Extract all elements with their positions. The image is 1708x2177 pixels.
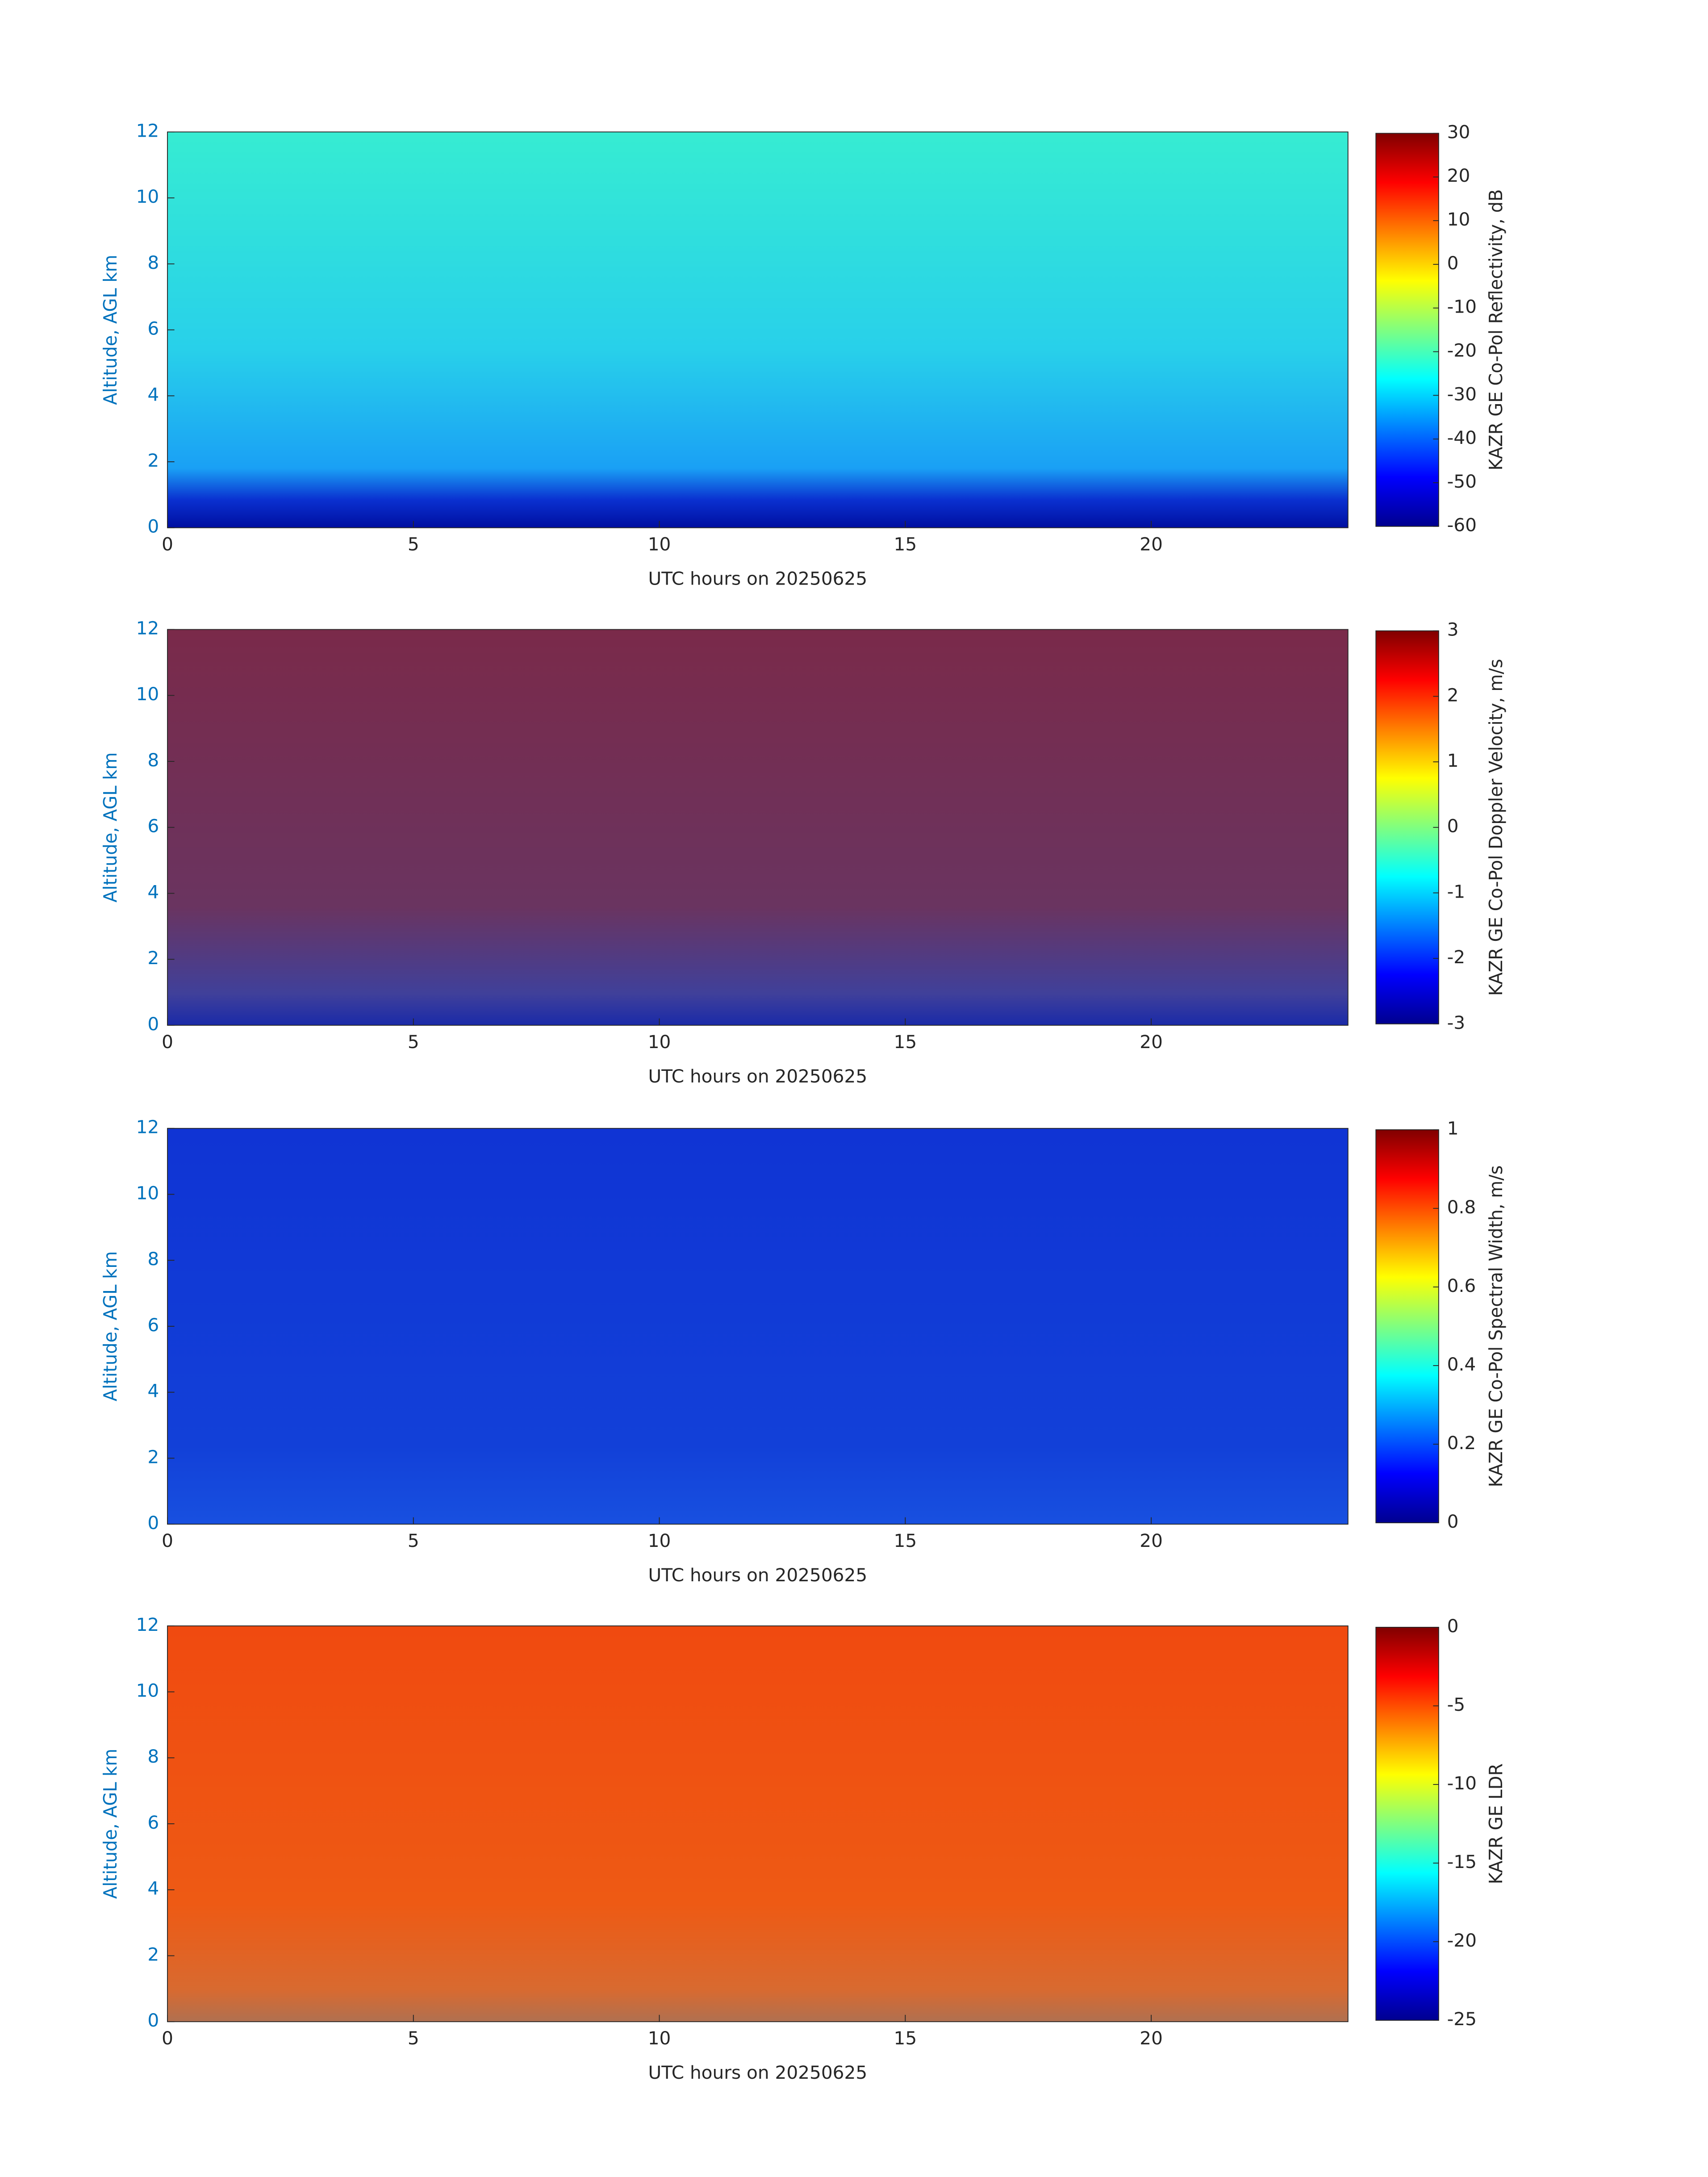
y-tick-label: 6 [147, 318, 159, 339]
x-tick-label: 0 [162, 1032, 173, 1053]
colorbar [1375, 133, 1439, 527]
field [167, 132, 1348, 528]
colorbar-tick-label: -40 [1447, 427, 1477, 448]
x-tick-label: 10 [648, 1032, 671, 1053]
x-tick-label: 0 [162, 2028, 173, 2049]
colorbar-tick-label: -15 [1447, 1851, 1477, 1872]
y-tick-label: 0 [147, 2010, 159, 2031]
colorbar-tick-label: 1 [1447, 750, 1459, 771]
y-tick-label: 2 [147, 1447, 159, 1468]
colorbar-tick-label: -3 [1447, 1012, 1465, 1033]
colorbar-tick-label: 0.8 [1447, 1197, 1476, 1218]
x-tick-label: 20 [1140, 1530, 1163, 1551]
x-axis-label: UTC hours on 20250625 [648, 568, 868, 589]
colorbar [1375, 1627, 1439, 2021]
x-tick-label: 15 [894, 534, 917, 555]
y-tick-label: 2 [147, 948, 159, 969]
y-tick-label: 8 [147, 750, 159, 771]
y-axis-label: Altitude, AGL km [100, 752, 121, 903]
colorbar-tick-label: 2 [1447, 685, 1459, 706]
x-tick-label: 0 [162, 534, 173, 555]
colorbar-label: KAZR GE Co-Pol Reflectivity, dB [1486, 189, 1507, 471]
colorbar-tick-label: -10 [1447, 297, 1477, 318]
colorbar-tick-label: -5 [1447, 1694, 1465, 1715]
colorbar [1375, 1129, 1439, 1523]
y-tick-label: 6 [147, 1315, 159, 1336]
y-tick-label: 2 [147, 1944, 159, 1965]
colorbar-tick-label: 0.2 [1447, 1433, 1476, 1454]
field [167, 629, 1348, 1025]
colorbar-tick-label: -30 [1447, 384, 1477, 405]
y-tick-label: 0 [147, 1014, 159, 1035]
x-tick-label: 5 [408, 1032, 419, 1053]
y-tick-label: 0 [147, 1513, 159, 1534]
x-tick-label: 20 [1140, 2028, 1163, 2049]
y-tick-label: 6 [147, 816, 159, 837]
colorbar-tick-label: 0 [1447, 1616, 1459, 1637]
y-tick-label: 2 [147, 450, 159, 471]
field [167, 1128, 1348, 1525]
colorbar-tick-label: 3 [1447, 619, 1459, 640]
field [167, 1625, 1348, 2022]
colorbar-tick-label: 10 [1447, 209, 1470, 230]
y-axis-label: Altitude, AGL km [100, 1251, 121, 1401]
x-tick-label: 5 [408, 2028, 419, 2049]
y-tick-label: 4 [147, 1878, 159, 1899]
colorbar-tick-label: 0 [1447, 816, 1459, 837]
x-tick-label: 10 [648, 534, 671, 555]
y-tick-label: 10 [136, 684, 159, 705]
x-axis-label: UTC hours on 20250625 [648, 2062, 868, 2083]
x-tick-label: 10 [648, 1530, 671, 1551]
y-tick-label: 8 [147, 1249, 159, 1270]
y-tick-label: 10 [136, 1680, 159, 1701]
colorbar-tick-label: 1 [1447, 1118, 1459, 1139]
colorbar-tick-label: -20 [1447, 340, 1477, 361]
colorbar-label: KAZR GE Co-Pol Spectral Width, m/s [1486, 1165, 1507, 1487]
y-tick-label: 0 [147, 516, 159, 537]
colorbar-tick-label: 0.6 [1447, 1275, 1476, 1296]
y-axis-label: Altitude, AGL km [100, 255, 121, 405]
y-tick-label: 10 [136, 1183, 159, 1204]
x-tick-label: 0 [162, 1530, 173, 1551]
colorbar-tick-label: -60 [1447, 515, 1477, 536]
colorbar-tick-label: -1 [1447, 882, 1465, 903]
x-tick-label: 5 [408, 534, 419, 555]
x-tick-label: 5 [408, 1530, 419, 1551]
colorbar-tick-label: 20 [1447, 166, 1470, 187]
y-tick-label: 8 [147, 252, 159, 273]
colorbar-tick-label: 0.4 [1447, 1354, 1476, 1375]
y-tick-label: 12 [136, 121, 159, 142]
x-tick-label: 15 [894, 1032, 917, 1053]
colorbar-tick-label: 30 [1447, 122, 1470, 143]
y-tick-label: 4 [147, 384, 159, 405]
x-tick-label: 15 [894, 2028, 917, 2049]
x-axis-label: UTC hours on 20250625 [648, 1066, 868, 1087]
colorbar-tick-label: -25 [1447, 2009, 1477, 2030]
y-axis-label: Altitude, AGL km [100, 1749, 121, 1899]
y-tick-label: 6 [147, 1812, 159, 1833]
y-tick-label: 12 [136, 618, 159, 639]
colorbar-tick-label: 0 [1447, 1511, 1459, 1532]
colorbar-tick-label: -10 [1447, 1773, 1477, 1794]
x-axis-label: UTC hours on 20250625 [648, 1565, 868, 1586]
x-tick-label: 10 [648, 2028, 671, 2049]
colorbar-tick-label: 0 [1447, 253, 1459, 274]
y-tick-label: 12 [136, 1614, 159, 1635]
colorbar-label: KAZR GE LDR [1486, 1763, 1507, 1885]
y-tick-label: 12 [136, 1117, 159, 1138]
x-tick-label: 20 [1140, 1032, 1163, 1053]
colorbar-tick-label: -2 [1447, 947, 1465, 968]
colorbar-label: KAZR GE Co-Pol Doppler Velocity, m/s [1486, 659, 1507, 996]
y-tick-label: 4 [147, 882, 159, 903]
colorbar-tick-label: -50 [1447, 471, 1477, 492]
x-tick-label: 20 [1140, 534, 1163, 555]
colorbar [1375, 630, 1439, 1024]
y-tick-label: 10 [136, 186, 159, 207]
y-tick-label: 8 [147, 1747, 159, 1768]
colorbar-tick-label: -20 [1447, 1930, 1477, 1951]
x-tick-label: 15 [894, 1530, 917, 1551]
y-tick-label: 4 [147, 1381, 159, 1402]
